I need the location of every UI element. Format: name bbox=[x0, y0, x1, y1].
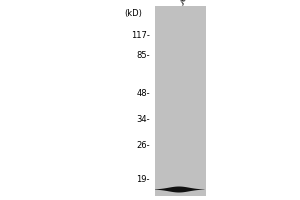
Text: 34-: 34- bbox=[136, 116, 150, 124]
Text: 26-: 26- bbox=[136, 142, 150, 150]
Bar bbox=[154, 6, 206, 196]
Text: 19-: 19- bbox=[136, 176, 150, 184]
Text: 117-: 117- bbox=[131, 31, 150, 40]
Text: 48-: 48- bbox=[136, 90, 150, 98]
Text: 85-: 85- bbox=[136, 51, 150, 60]
Text: (kD): (kD) bbox=[124, 9, 142, 18]
Text: Jurkat: Jurkat bbox=[178, 0, 203, 6]
